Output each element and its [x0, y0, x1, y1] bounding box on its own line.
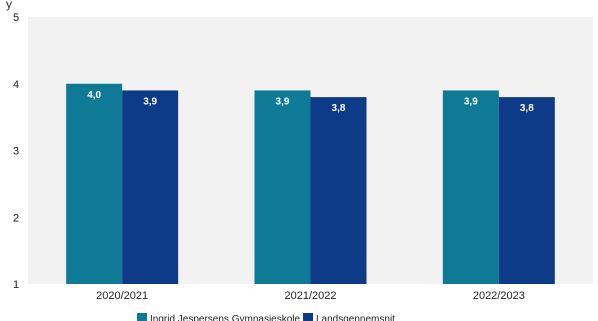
- y-tick-label: 3: [13, 146, 19, 158]
- data-label: 3,9: [143, 96, 157, 107]
- legend-swatch: [303, 313, 313, 321]
- bar: [66, 83, 123, 284]
- legend-label: Landsgennemsnit: [316, 314, 395, 321]
- y-tick-label: 4: [13, 79, 19, 91]
- legend-swatch: [137, 313, 147, 321]
- y-tick-label: 2: [13, 212, 19, 224]
- x-tick-label: 2020/2021: [96, 290, 148, 302]
- legend: Ingrid Jespersens Gymnasieskole Landsgenn…: [137, 313, 395, 321]
- bar: [254, 90, 311, 284]
- y-tick-label: 5: [13, 12, 19, 24]
- legend-label: Ingrid Jespersens Gymnasieskole: [150, 314, 301, 321]
- bar: [498, 97, 555, 284]
- data-label: 3,9: [464, 96, 478, 107]
- x-tick-label: 2022/2023: [473, 290, 525, 302]
- y-axis: 1 2 3 4 5: [13, 12, 19, 291]
- x-axis: 2020/2021 2021/2022 2022/2023: [96, 290, 525, 302]
- bars-group: [66, 83, 555, 284]
- bar: [122, 90, 179, 284]
- data-label: 3,8: [520, 103, 534, 114]
- y-tick-label: 1: [13, 279, 19, 291]
- data-label: 3,9: [276, 96, 290, 107]
- bar: [442, 90, 499, 284]
- top-partial-text: y: [6, 0, 12, 11]
- data-labels-group: 4,0 3,9 3,9 3,8 3,9 3,8: [87, 90, 534, 114]
- data-label: 4,0: [87, 90, 101, 101]
- x-tick-label: 2021/2022: [285, 290, 337, 302]
- data-label: 3,8: [332, 103, 346, 114]
- bar: [310, 97, 367, 284]
